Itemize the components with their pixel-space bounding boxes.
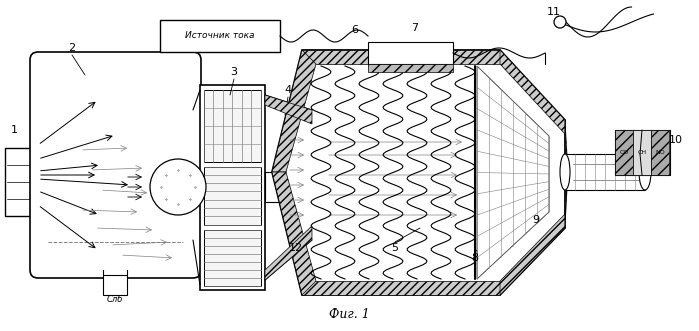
Polygon shape: [272, 172, 316, 295]
Circle shape: [150, 159, 206, 215]
Bar: [265, 172, 283, 202]
Text: CH: CH: [637, 150, 647, 155]
Bar: [33, 170, 38, 192]
Polygon shape: [500, 50, 565, 134]
Text: 5: 5: [391, 243, 398, 253]
Text: 10: 10: [669, 135, 683, 145]
Bar: [103, 275, 127, 295]
Text: 11: 11: [547, 7, 561, 17]
Polygon shape: [565, 176, 567, 228]
Bar: [633, 130, 651, 175]
Text: Источник тока: Источник тока: [185, 31, 254, 40]
Text: 2: 2: [69, 43, 75, 53]
Text: CO: CO: [619, 150, 628, 155]
Text: 9: 9: [533, 215, 540, 225]
Text: 8: 8: [471, 253, 479, 263]
Bar: [204, 167, 261, 225]
Text: 6: 6: [352, 25, 359, 35]
Text: Фиг. 1: Фиг. 1: [329, 308, 369, 321]
Polygon shape: [565, 120, 567, 168]
Text: 3: 3: [231, 67, 238, 77]
Bar: [615, 130, 670, 175]
Ellipse shape: [560, 154, 570, 190]
Polygon shape: [265, 226, 312, 280]
Polygon shape: [272, 50, 316, 172]
Polygon shape: [500, 214, 565, 295]
Polygon shape: [477, 66, 549, 279]
Circle shape: [554, 16, 566, 28]
Polygon shape: [302, 50, 500, 64]
FancyBboxPatch shape: [30, 52, 201, 278]
Text: 4: 4: [284, 85, 291, 95]
Polygon shape: [265, 95, 312, 124]
Bar: [651, 130, 669, 175]
Bar: [204, 90, 261, 162]
Bar: [368, 64, 453, 72]
Text: NO: NO: [655, 150, 665, 155]
Ellipse shape: [639, 154, 651, 190]
Text: 12: 12: [289, 243, 303, 253]
Polygon shape: [302, 281, 500, 295]
Polygon shape: [272, 50, 565, 295]
Text: Слб: Слб: [107, 296, 123, 305]
Bar: [5, 148, 33, 216]
Bar: [368, 42, 453, 64]
Bar: [615, 130, 633, 175]
Bar: [200, 85, 265, 290]
Bar: [160, 20, 280, 52]
Text: 1: 1: [10, 125, 17, 135]
Bar: [204, 230, 261, 286]
Bar: [565, 154, 645, 190]
Text: 7: 7: [412, 23, 419, 33]
